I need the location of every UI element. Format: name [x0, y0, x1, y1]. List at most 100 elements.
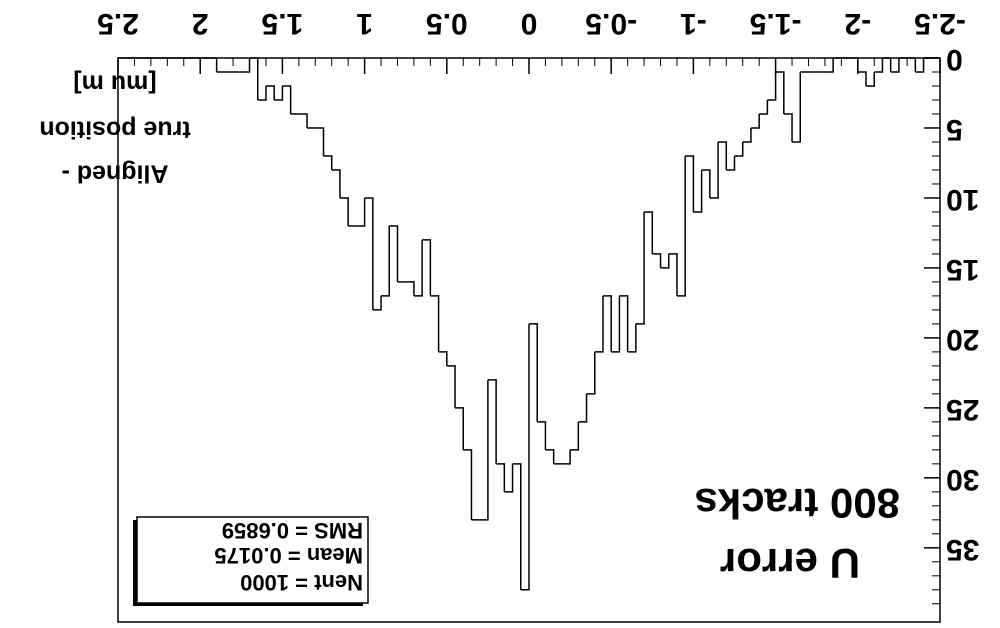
histogram-bin	[685, 155, 695, 212]
y-tick-label: 0	[946, 43, 963, 76]
x-tick-label: -2.5	[914, 7, 966, 40]
histogram-bin	[512, 463, 522, 590]
histogram-bin	[652, 253, 662, 268]
histogram-bin	[323, 155, 333, 170]
histogram-bin	[298, 113, 308, 128]
histogram-bin	[907, 57, 917, 72]
x-tick-label: 2.5	[97, 7, 139, 40]
histogram-bin	[627, 323, 637, 353]
histogram-bin	[866, 71, 875, 87]
histogram-bin	[742, 127, 752, 143]
y-tick-label: 15	[946, 253, 979, 286]
stats-entries: Nent = 1000	[240, 570, 363, 595]
histogram-bin	[726, 155, 736, 171]
histogram-bin	[759, 99, 769, 115]
histogram-bin	[463, 449, 473, 520]
histogram-bin	[775, 71, 785, 114]
chart-subtitle: 800 tracks	[694, 480, 900, 527]
histogram-bin	[660, 253, 670, 269]
histogram-bin	[750, 113, 760, 129]
histogram-bin	[890, 58, 900, 73]
histogram-bin	[339, 197, 349, 226]
histogram-bin	[668, 253, 678, 296]
histogram-bin	[824, 58, 834, 73]
histogram-bin	[537, 421, 547, 450]
histogram-bin	[857, 71, 867, 86]
histogram-bin	[578, 393, 588, 423]
y-tick-label: 25	[946, 393, 979, 426]
x-tick-label: -1	[680, 7, 707, 40]
x-tick-label: -2	[844, 7, 871, 40]
histogram-bin	[520, 323, 530, 591]
x-tick-label: 0	[521, 7, 538, 40]
histogram-bin	[455, 407, 464, 450]
histogram-bin	[586, 351, 596, 395]
histogram-bin	[874, 58, 884, 73]
histogram-bin	[734, 141, 744, 157]
histogram-bin	[767, 71, 777, 101]
y-axis-label: [mu m]	[73, 69, 156, 97]
histogram-bin	[274, 85, 284, 101]
stats-mean: Mean = 0.0175	[214, 543, 363, 568]
stats-rms: RMS = 0.6859	[222, 518, 363, 543]
histogram-bin	[644, 211, 654, 254]
histogram-bin	[446, 365, 456, 408]
histogram-bin	[413, 239, 423, 297]
histogram-bin	[381, 225, 391, 297]
histogram-bin	[718, 141, 728, 170]
histogram-bin	[545, 449, 555, 464]
histogram-bin	[693, 169, 703, 213]
stats-shadow	[133, 520, 138, 606]
x-tick-label: -0.5	[585, 7, 637, 40]
histogram-bin	[282, 85, 292, 114]
histogram-bin	[422, 239, 432, 296]
histogram-bin	[619, 295, 629, 352]
histogram-bin	[356, 197, 366, 227]
histogram-bin	[602, 295, 612, 352]
histogram-bin	[479, 379, 489, 521]
x-tick-label: 1	[356, 7, 373, 40]
histogram-bin	[594, 295, 604, 353]
y-tick-label: 5	[946, 113, 963, 146]
stats-box	[136, 516, 369, 604]
histogram-bin	[372, 295, 382, 311]
y-tick-label: 30	[946, 463, 979, 496]
histogram-bin	[496, 463, 506, 492]
histogram-bin	[570, 421, 580, 451]
histogram-bin	[430, 295, 440, 352]
histogram-bin	[241, 58, 251, 73]
histogram-bin	[249, 57, 259, 100]
y-tick-label: 35	[946, 533, 979, 566]
x-tick-label: 2	[192, 7, 209, 40]
y-axis-label: true position	[39, 115, 190, 143]
histogram-bin	[849, 57, 859, 72]
histogram-bin	[389, 225, 399, 282]
y-axis-label: Aligned -	[62, 159, 169, 187]
histogram-bin	[487, 379, 497, 464]
histogram-bin	[783, 113, 793, 142]
histogram-bin	[265, 85, 275, 100]
histogram-bin	[504, 463, 514, 493]
histogram-bin	[405, 281, 415, 296]
x-tick-label: 1.5	[262, 7, 304, 40]
histogram-bin	[529, 323, 538, 422]
histogram-bin	[438, 351, 448, 366]
histogram-bin	[257, 85, 267, 101]
histogram-bin	[635, 211, 645, 325]
histogram-bin	[561, 449, 571, 465]
histogram-bin	[709, 141, 719, 199]
y-tick-label: 20	[946, 323, 979, 356]
histogram-bin	[611, 295, 621, 353]
histogram-bin	[331, 169, 341, 198]
x-tick-label: -1.5	[750, 7, 802, 40]
histogram-bin	[208, 57, 218, 72]
y-tick-label: 10	[946, 183, 979, 216]
x-tick-label: 0.5	[426, 7, 468, 40]
chart-title: U error	[720, 540, 860, 587]
histogram-bin	[364, 197, 374, 310]
histogram-bin	[792, 71, 802, 143]
histogram-bin	[882, 57, 892, 72]
histogram-bin	[701, 169, 711, 198]
